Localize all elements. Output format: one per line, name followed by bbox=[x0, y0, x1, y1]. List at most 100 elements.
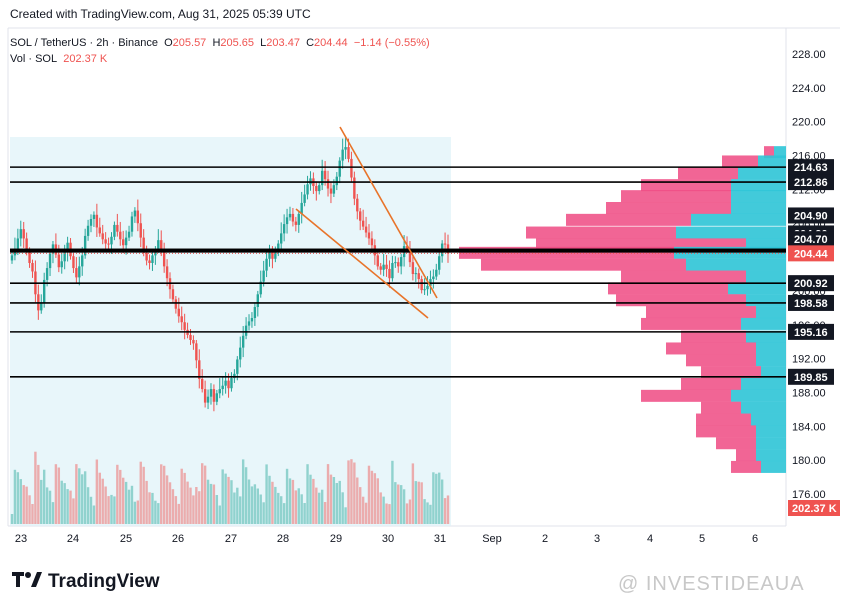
volume-bar bbox=[221, 469, 224, 524]
time-tick-label: 31 bbox=[434, 533, 446, 545]
volume-bar bbox=[63, 483, 66, 524]
volume-bar bbox=[54, 464, 58, 524]
candle-body bbox=[83, 235, 87, 256]
volume-profile-up-bar bbox=[756, 342, 786, 355]
volume-profile-up-bar bbox=[774, 146, 786, 159]
ohlc-row: SOL / TetherUS · 2h · Binance O205.57 H2… bbox=[10, 37, 430, 49]
volume-label[interactable]: Vol · SOL bbox=[10, 53, 58, 65]
volume-profile-down-bar bbox=[678, 167, 738, 180]
volume-tag-label: 202.37 K bbox=[792, 503, 837, 515]
volume-bar bbox=[420, 482, 423, 524]
candle-body bbox=[247, 321, 251, 326]
volume-bar bbox=[180, 468, 183, 524]
volume-bar bbox=[353, 462, 356, 524]
candle-body bbox=[104, 239, 107, 244]
time-tick-label: 6 bbox=[752, 533, 758, 545]
symbol-label[interactable]: SOL / TetherUS · 2h · Binance bbox=[10, 37, 158, 49]
volume-bar bbox=[168, 482, 172, 524]
volume-bar bbox=[78, 468, 81, 524]
candle-body bbox=[57, 254, 61, 268]
candle-body bbox=[259, 281, 262, 295]
volume-profile-up-bar bbox=[741, 378, 786, 390]
volume-bar bbox=[335, 483, 339, 524]
volume-bar bbox=[116, 464, 119, 524]
candle-body bbox=[306, 184, 309, 195]
volume-profile bbox=[459, 146, 786, 473]
volume-bar bbox=[326, 464, 330, 524]
volume-profile-down-bar bbox=[526, 226, 676, 239]
candle-body bbox=[151, 255, 154, 263]
candle-body bbox=[244, 325, 248, 336]
volume-bar bbox=[81, 474, 84, 524]
volume-bar bbox=[19, 479, 22, 524]
candle-body bbox=[315, 186, 318, 192]
candle-body bbox=[359, 211, 362, 221]
candle-body bbox=[367, 232, 371, 239]
volume-bar bbox=[13, 469, 17, 524]
candle-body bbox=[206, 396, 210, 403]
time-tick-label: 5 bbox=[699, 533, 705, 545]
volume-bar bbox=[446, 495, 450, 524]
volume-profile-up-bar bbox=[746, 270, 786, 283]
candle-body bbox=[110, 236, 113, 245]
volume-bar bbox=[432, 472, 435, 524]
candle-body bbox=[361, 220, 365, 227]
candle-body bbox=[86, 225, 90, 236]
candle-body bbox=[48, 253, 52, 269]
volume-bar bbox=[86, 487, 90, 524]
volume-bar bbox=[265, 464, 268, 524]
volume-bar bbox=[203, 465, 207, 524]
volume-profile-up-bar bbox=[751, 413, 786, 426]
price-tick-label: 176.00 bbox=[792, 489, 826, 501]
time-tick-label: 26 bbox=[172, 533, 184, 545]
volume-bar bbox=[10, 514, 14, 524]
volume-bar bbox=[379, 492, 382, 524]
time-axis: 23 24 25 26 27 28 29 30 31 Sep 2 3 4 5 6 bbox=[15, 533, 758, 545]
candle-body bbox=[195, 343, 198, 361]
volume-bar bbox=[177, 503, 180, 524]
volume-bar bbox=[239, 496, 242, 524]
volume-bar bbox=[274, 486, 277, 524]
volume-bar bbox=[367, 465, 371, 524]
candle-body bbox=[119, 231, 122, 240]
candle-body bbox=[66, 242, 69, 252]
volume-profile-up-bar bbox=[731, 179, 786, 192]
volume-bar bbox=[443, 498, 447, 524]
candle-body bbox=[297, 213, 300, 225]
price-axis: 176.00180.00184.00188.00192.00196.00200.… bbox=[792, 49, 826, 501]
candle-body bbox=[241, 335, 245, 348]
volume-profile-up-bar bbox=[756, 306, 786, 319]
volume-bar bbox=[399, 485, 403, 524]
time-tick-label: 24 bbox=[67, 533, 79, 545]
candle-body bbox=[221, 385, 224, 390]
volume-bar bbox=[69, 490, 72, 524]
candle-body bbox=[45, 268, 49, 280]
volume-bar bbox=[157, 503, 160, 524]
candle-body bbox=[291, 213, 295, 222]
volume-bar bbox=[408, 499, 412, 524]
volume-bar bbox=[230, 480, 233, 524]
candle-body bbox=[370, 238, 374, 246]
volume-bar bbox=[282, 503, 286, 524]
candle-body bbox=[326, 179, 330, 189]
candle-body bbox=[294, 221, 298, 225]
candle-body bbox=[341, 149, 344, 161]
volume-bar bbox=[297, 488, 300, 524]
tradingview-logo[interactable]: TradingView bbox=[12, 570, 160, 593]
candle-body bbox=[320, 170, 324, 186]
price-tick-label: 228.00 bbox=[792, 49, 826, 61]
volume-bar bbox=[356, 477, 359, 524]
candle-body bbox=[89, 219, 93, 226]
level-tag-label: 195.16 bbox=[794, 327, 828, 339]
candle-body bbox=[435, 269, 438, 277]
volume-bar bbox=[107, 496, 110, 524]
volume-bar bbox=[320, 489, 324, 524]
volume-bar bbox=[40, 479, 43, 524]
level-tag-label: 212.86 bbox=[794, 177, 828, 189]
candle-body bbox=[300, 202, 303, 214]
candle-body bbox=[124, 237, 128, 246]
candle-body bbox=[230, 378, 233, 389]
volume-bar bbox=[417, 481, 420, 524]
price-chart[interactable]: 176.00180.00184.00188.00192.00196.00200.… bbox=[0, 0, 858, 560]
level-tag-label: 214.63 bbox=[794, 162, 828, 174]
